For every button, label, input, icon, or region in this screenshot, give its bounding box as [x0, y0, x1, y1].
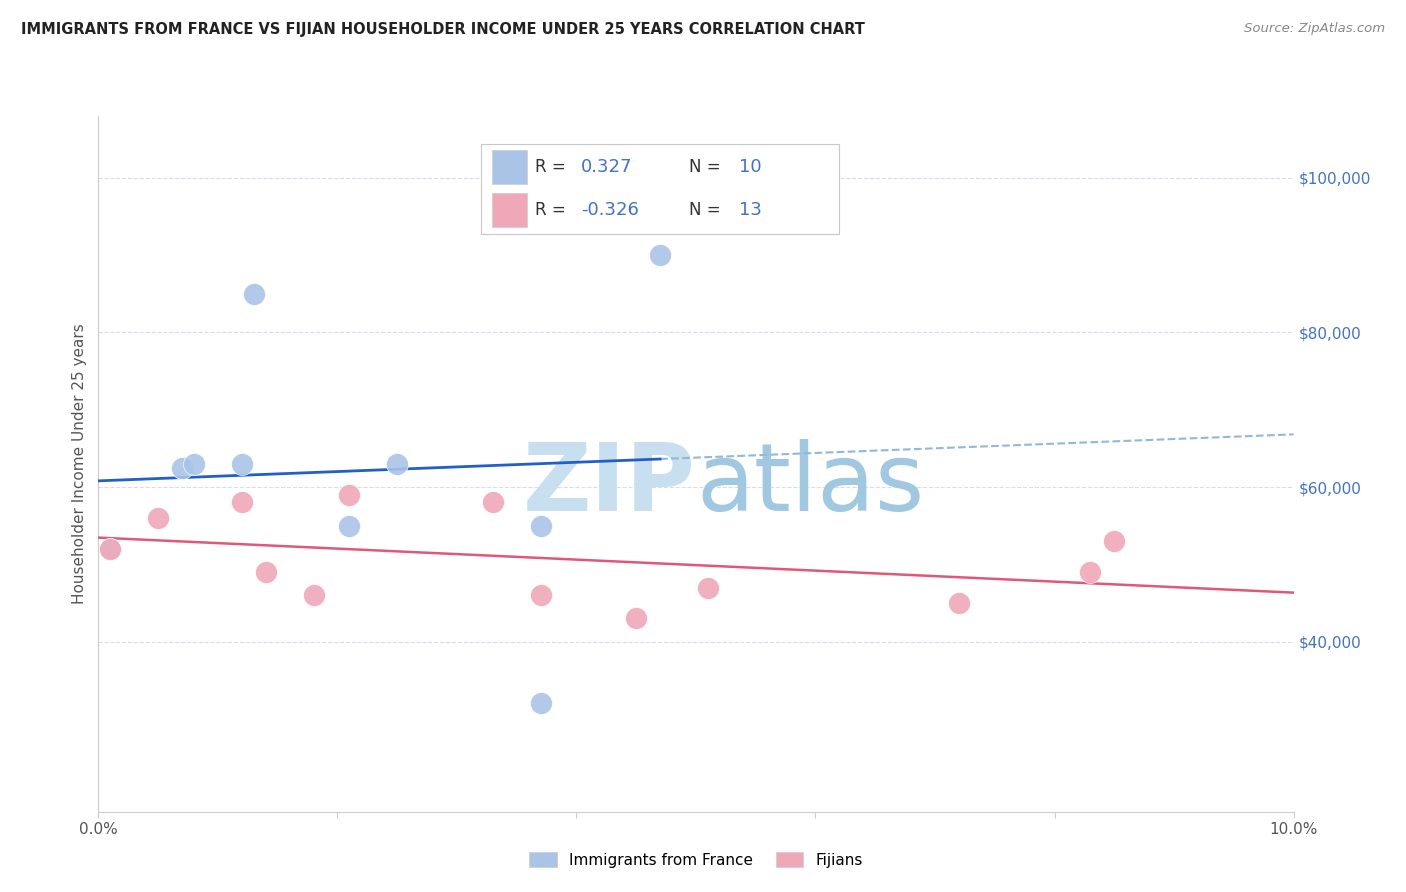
Point	[529, 697, 551, 711]
Text: IMMIGRANTS FROM FRANCE VS FIJIAN HOUSEHOLDER INCOME UNDER 25 YEARS CORRELATION C: IMMIGRANTS FROM FRANCE VS FIJIAN HOUSEHO…	[21, 22, 865, 37]
Point	[529, 518, 551, 533]
Point	[626, 611, 648, 625]
Y-axis label: Householder Income Under 25 years: Householder Income Under 25 years	[72, 324, 87, 604]
Point	[697, 581, 720, 595]
Text: 0.327: 0.327	[581, 158, 633, 177]
FancyBboxPatch shape	[481, 144, 839, 235]
Point	[650, 248, 672, 262]
Text: 10: 10	[740, 158, 762, 177]
Point	[183, 457, 205, 471]
Point	[339, 518, 360, 533]
Point	[529, 588, 551, 602]
Point	[302, 588, 325, 602]
Point	[385, 457, 409, 471]
Text: N =: N =	[689, 158, 725, 177]
Point	[1104, 534, 1126, 549]
Point	[172, 460, 194, 475]
Text: 13: 13	[740, 201, 762, 219]
Text: -0.326: -0.326	[581, 201, 640, 219]
Point	[148, 511, 170, 525]
Point	[1080, 565, 1102, 579]
Text: ZIP: ZIP	[523, 439, 696, 531]
Point	[100, 541, 122, 556]
Text: atlas: atlas	[696, 439, 924, 531]
Point	[948, 596, 970, 610]
Text: R =: R =	[534, 158, 571, 177]
Point	[254, 565, 277, 579]
Point	[231, 457, 253, 471]
FancyBboxPatch shape	[492, 150, 527, 185]
Text: N =: N =	[689, 201, 725, 219]
Point	[100, 541, 122, 556]
Legend: Immigrants from France, Fijians: Immigrants from France, Fijians	[523, 846, 869, 873]
Point	[339, 488, 360, 502]
Point	[231, 495, 253, 509]
Text: R =: R =	[534, 201, 571, 219]
Text: Source: ZipAtlas.com: Source: ZipAtlas.com	[1244, 22, 1385, 36]
Point	[243, 286, 266, 301]
FancyBboxPatch shape	[492, 193, 527, 227]
Point	[481, 495, 505, 509]
